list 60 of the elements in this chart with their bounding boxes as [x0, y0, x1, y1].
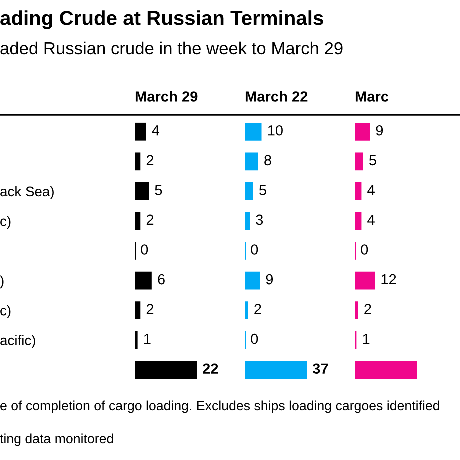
- y-tick-label: acific): [0, 335, 36, 348]
- data-label: 1: [144, 334, 151, 344]
- bar: [355, 122, 370, 141]
- data-label: 0: [141, 244, 148, 255]
- y-tick-label: ack Sea): [0, 186, 54, 200]
- bar: [135, 331, 138, 350]
- data-label: 5: [260, 185, 266, 196]
- bar: [245, 182, 254, 200]
- chart-title: March 29: [136, 91, 198, 102]
- text: ting data monitored: [0, 434, 114, 446]
- data-label: 4: [368, 214, 375, 225]
- bar: [135, 122, 146, 141]
- bar: [135, 361, 197, 380]
- text: e of completion of cargo loading. Excludes ships loading cargoes identified: [0, 400, 440, 414]
- data-label: 6: [158, 274, 165, 285]
- y-tick-label: c): [0, 306, 11, 318]
- data-label: 0: [251, 334, 258, 344]
- data-label: 37: [312, 364, 328, 374]
- bar: [355, 212, 362, 230]
- text: ading Crude at Russian Terminals: [0, 10, 324, 30]
- data-label: 8: [264, 155, 272, 166]
- bar: [135, 272, 152, 290]
- bar: [245, 272, 260, 290]
- bar: [245, 122, 262, 141]
- chart-title: March 22: [246, 91, 308, 102]
- bar: [245, 212, 250, 230]
- data-label: 0: [251, 244, 258, 255]
- bar: [245, 361, 307, 380]
- data-label: 4: [368, 185, 375, 196]
- y-tick-label: ): [0, 276, 4, 289]
- chart-title: Marc: [356, 92, 389, 102]
- data-label: 12: [382, 274, 396, 285]
- data-label: 4: [152, 126, 160, 136]
- data-label: 5: [370, 155, 376, 166]
- data-label: 9: [376, 125, 384, 136]
- data-label: 10: [268, 125, 283, 136]
- bar: [245, 152, 258, 171]
- bar: [355, 152, 364, 171]
- text: aded Russian crude in the week to March 29: [0, 42, 343, 55]
- bar: [135, 302, 141, 320]
- data-label: 5: [155, 185, 162, 196]
- bar: [355, 361, 417, 380]
- bar: [245, 302, 248, 320]
- bar: [355, 302, 358, 320]
- data-label: 2: [146, 155, 154, 166]
- bar: [135, 182, 150, 200]
- data-label: 2: [364, 304, 372, 314]
- data-label: 3: [256, 214, 264, 226]
- data-label: 22: [203, 364, 218, 374]
- bar: [355, 182, 362, 200]
- data-label: 2: [146, 214, 154, 225]
- bar: [355, 272, 376, 290]
- data-label: 1: [363, 334, 370, 344]
- data-label: 2: [146, 304, 154, 314]
- data-label: 2: [254, 304, 262, 314]
- data-label: 0: [361, 244, 368, 255]
- bar: [135, 152, 141, 171]
- y-tick-label: c): [0, 216, 11, 230]
- data-label: 9: [266, 274, 274, 285]
- bar: [135, 212, 141, 230]
